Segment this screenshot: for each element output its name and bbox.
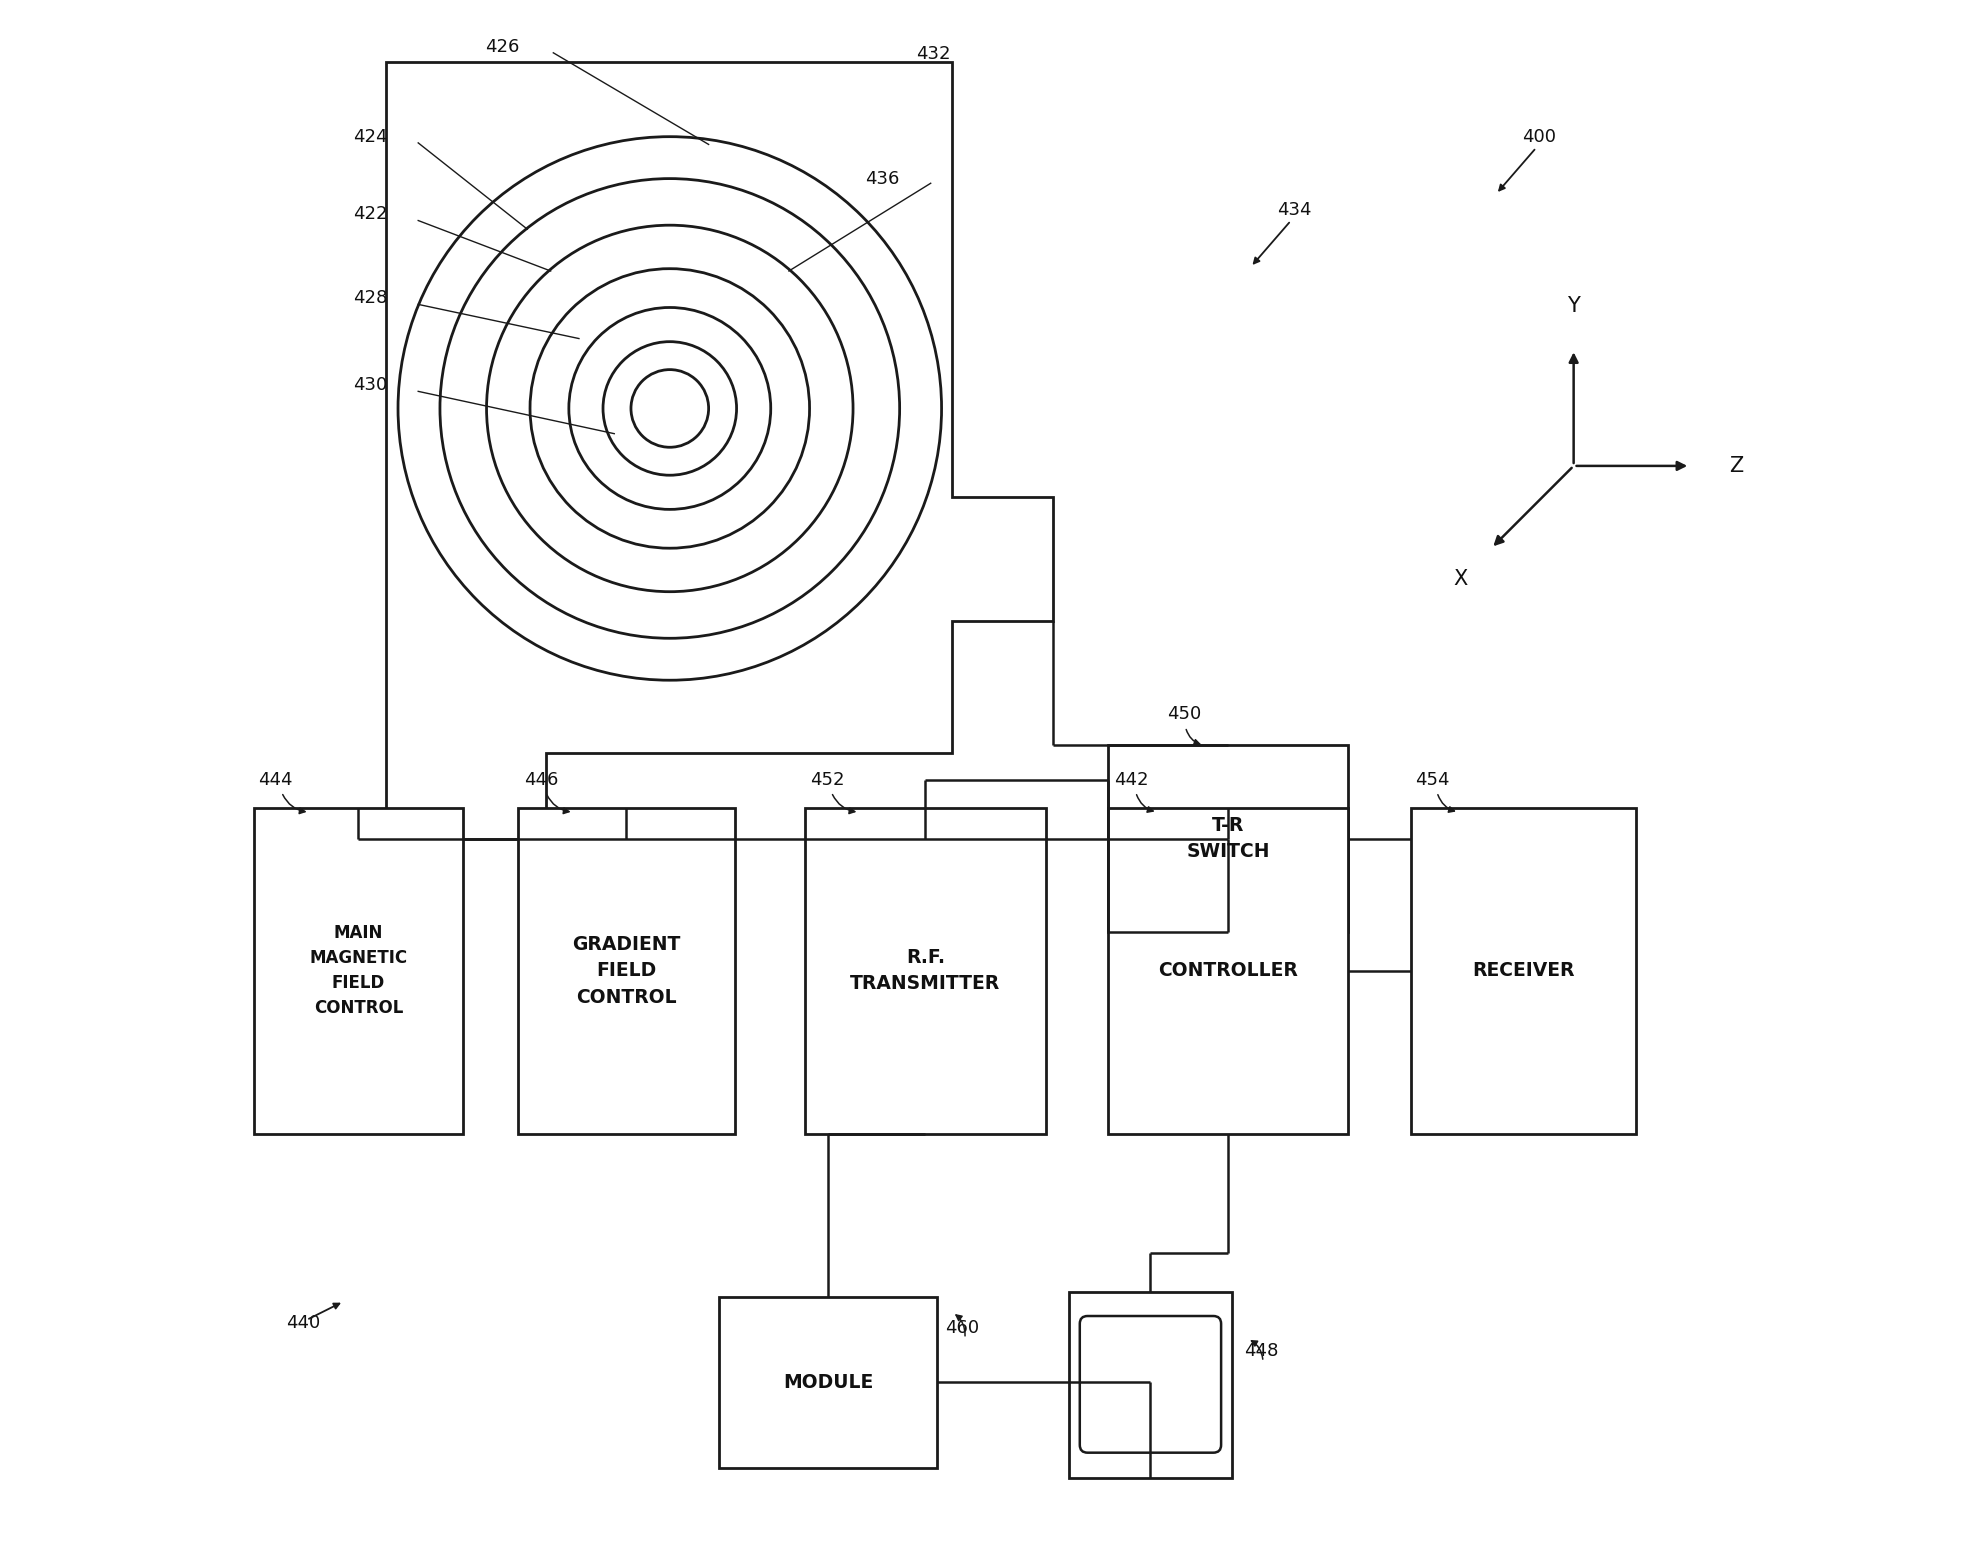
Text: 422: 422 xyxy=(352,205,387,224)
Text: 450: 450 xyxy=(1166,705,1202,724)
Text: RECEIVER: RECEIVER xyxy=(1471,961,1574,980)
FancyBboxPatch shape xyxy=(1080,1315,1222,1452)
FancyBboxPatch shape xyxy=(1410,808,1637,1134)
Text: 426: 426 xyxy=(486,37,519,56)
Text: 428: 428 xyxy=(352,289,387,307)
Text: 444: 444 xyxy=(258,770,293,789)
FancyBboxPatch shape xyxy=(1107,808,1349,1134)
Text: 432: 432 xyxy=(917,45,952,64)
Text: 442: 442 xyxy=(1113,770,1149,789)
Text: Y: Y xyxy=(1568,297,1580,315)
FancyBboxPatch shape xyxy=(517,808,736,1134)
Text: 454: 454 xyxy=(1414,770,1450,789)
Text: 460: 460 xyxy=(944,1318,980,1337)
Text: 436: 436 xyxy=(865,169,899,188)
Text: Z: Z xyxy=(1729,457,1745,475)
Text: X: X xyxy=(1454,568,1467,589)
FancyBboxPatch shape xyxy=(1068,1292,1231,1478)
Text: 448: 448 xyxy=(1245,1342,1279,1360)
FancyBboxPatch shape xyxy=(805,808,1046,1134)
Text: R.F.
TRANSMITTER: R.F. TRANSMITTER xyxy=(850,947,1001,994)
Text: 430: 430 xyxy=(352,376,387,394)
FancyBboxPatch shape xyxy=(254,808,464,1134)
Text: 452: 452 xyxy=(810,770,844,789)
Text: GRADIENT
FIELD
CONTROL: GRADIENT FIELD CONTROL xyxy=(572,935,681,1006)
Text: 440: 440 xyxy=(285,1314,321,1332)
Text: T-R
SWITCH: T-R SWITCH xyxy=(1186,815,1271,862)
Text: 434: 434 xyxy=(1277,200,1312,219)
Text: MODULE: MODULE xyxy=(783,1373,873,1391)
Text: MAIN
MAGNETIC
FIELD
CONTROL: MAIN MAGNETIC FIELD CONTROL xyxy=(309,924,407,1017)
FancyBboxPatch shape xyxy=(1107,745,1349,932)
FancyBboxPatch shape xyxy=(720,1297,936,1468)
Text: CONTROLLER: CONTROLLER xyxy=(1159,961,1298,980)
Text: 400: 400 xyxy=(1522,127,1556,146)
Text: 446: 446 xyxy=(523,770,559,789)
Text: 424: 424 xyxy=(352,127,387,146)
